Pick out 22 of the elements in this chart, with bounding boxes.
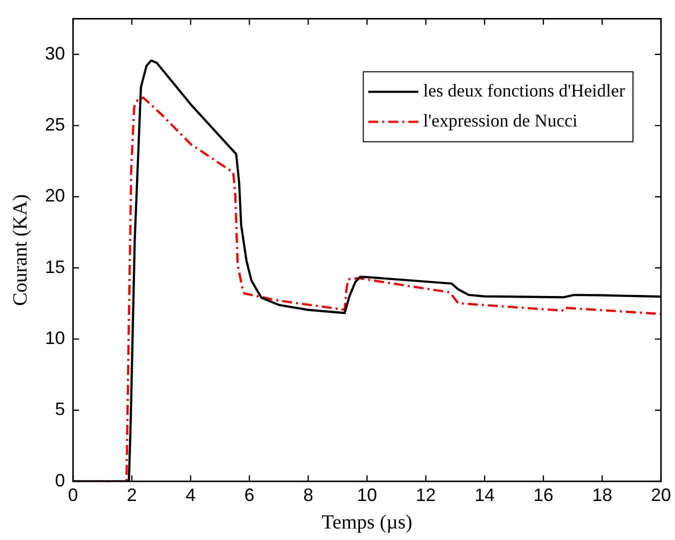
x-tick-label: 12 [416,485,436,506]
y-tick-label: 25 [44,114,66,135]
x-axis-title: Temps (µs) [322,511,412,534]
x-tick-label: 14 [474,485,495,506]
x-tick-label: 20 [650,485,672,506]
x-tick-label: 4 [186,485,196,506]
y-tick-label: 20 [44,186,66,206]
legend-label: les deux fonctions d'Heidler [423,80,625,101]
y-tick-label: 0 [55,470,66,490]
y-tick-label: 10 [44,328,66,348]
x-tick-label: 6 [244,485,254,506]
x-tick-label: 10 [356,485,378,506]
legend-label: l'expression de Nucci [423,110,578,131]
x-tick-label: 8 [303,485,314,506]
y-tick-label: 15 [44,256,66,277]
x-tick-label: 0 [68,485,78,506]
x-tick-label: 2 [126,485,137,506]
x-tick-label: 18 [592,485,612,506]
y-tick-label: 5 [55,399,66,420]
y-tick-label: 30 [44,43,66,64]
x-tick-label: 16 [533,485,554,506]
y-axis-title: Courant (KA) [9,194,32,306]
